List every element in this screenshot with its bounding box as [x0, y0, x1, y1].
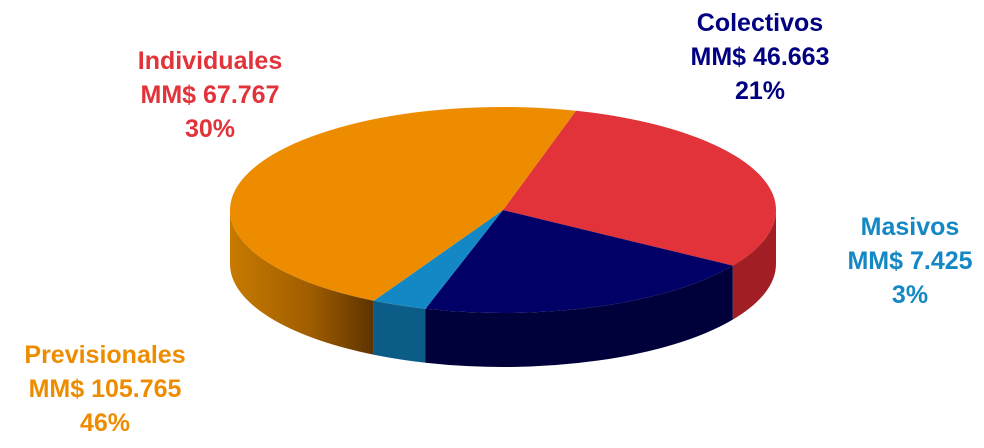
pie-side-individuales: [732, 210, 776, 320]
pie-side-masivos: [373, 300, 426, 363]
label-masivos-amount: MM$ 7.425: [847, 247, 973, 275]
label-masivos-percent: 3%: [891, 281, 929, 309]
pie-slice-colectivos: [425, 210, 733, 313]
pie-slice-masivos: [373, 210, 503, 309]
label-masivos: Masivos MM$ 7.425 3%: [820, 210, 984, 312]
label-individuales-percent: 30%: [184, 115, 236, 143]
label-colectivos: Colectivos MM$ 46.663 21%: [660, 6, 860, 108]
label-individuales-name: Individuales: [137, 47, 283, 75]
pie-side-previsionales: [230, 210, 374, 355]
pie-slice-previsionales: [230, 107, 577, 301]
label-individuales-amount: MM$ 67.767: [140, 81, 280, 109]
pie-side-colectivos: [425, 265, 733, 367]
label-previsionales-amount: MM$ 105.765: [28, 375, 182, 403]
label-previsionales: Previsionales MM$ 105.765 46%: [0, 338, 210, 440]
label-colectivos-amount: MM$ 46.663: [690, 43, 830, 71]
label-colectivos-percent: 21%: [734, 77, 786, 105]
label-masivos-name: Masivos: [860, 213, 960, 241]
label-individuales: Individuales MM$ 67.767 30%: [120, 44, 300, 146]
label-colectivos-name: Colectivos: [696, 9, 824, 37]
label-previsionales-name: Previsionales: [24, 341, 186, 369]
label-previsionales-percent: 46%: [79, 409, 131, 437]
pie-slice-individuales: [503, 110, 776, 266]
